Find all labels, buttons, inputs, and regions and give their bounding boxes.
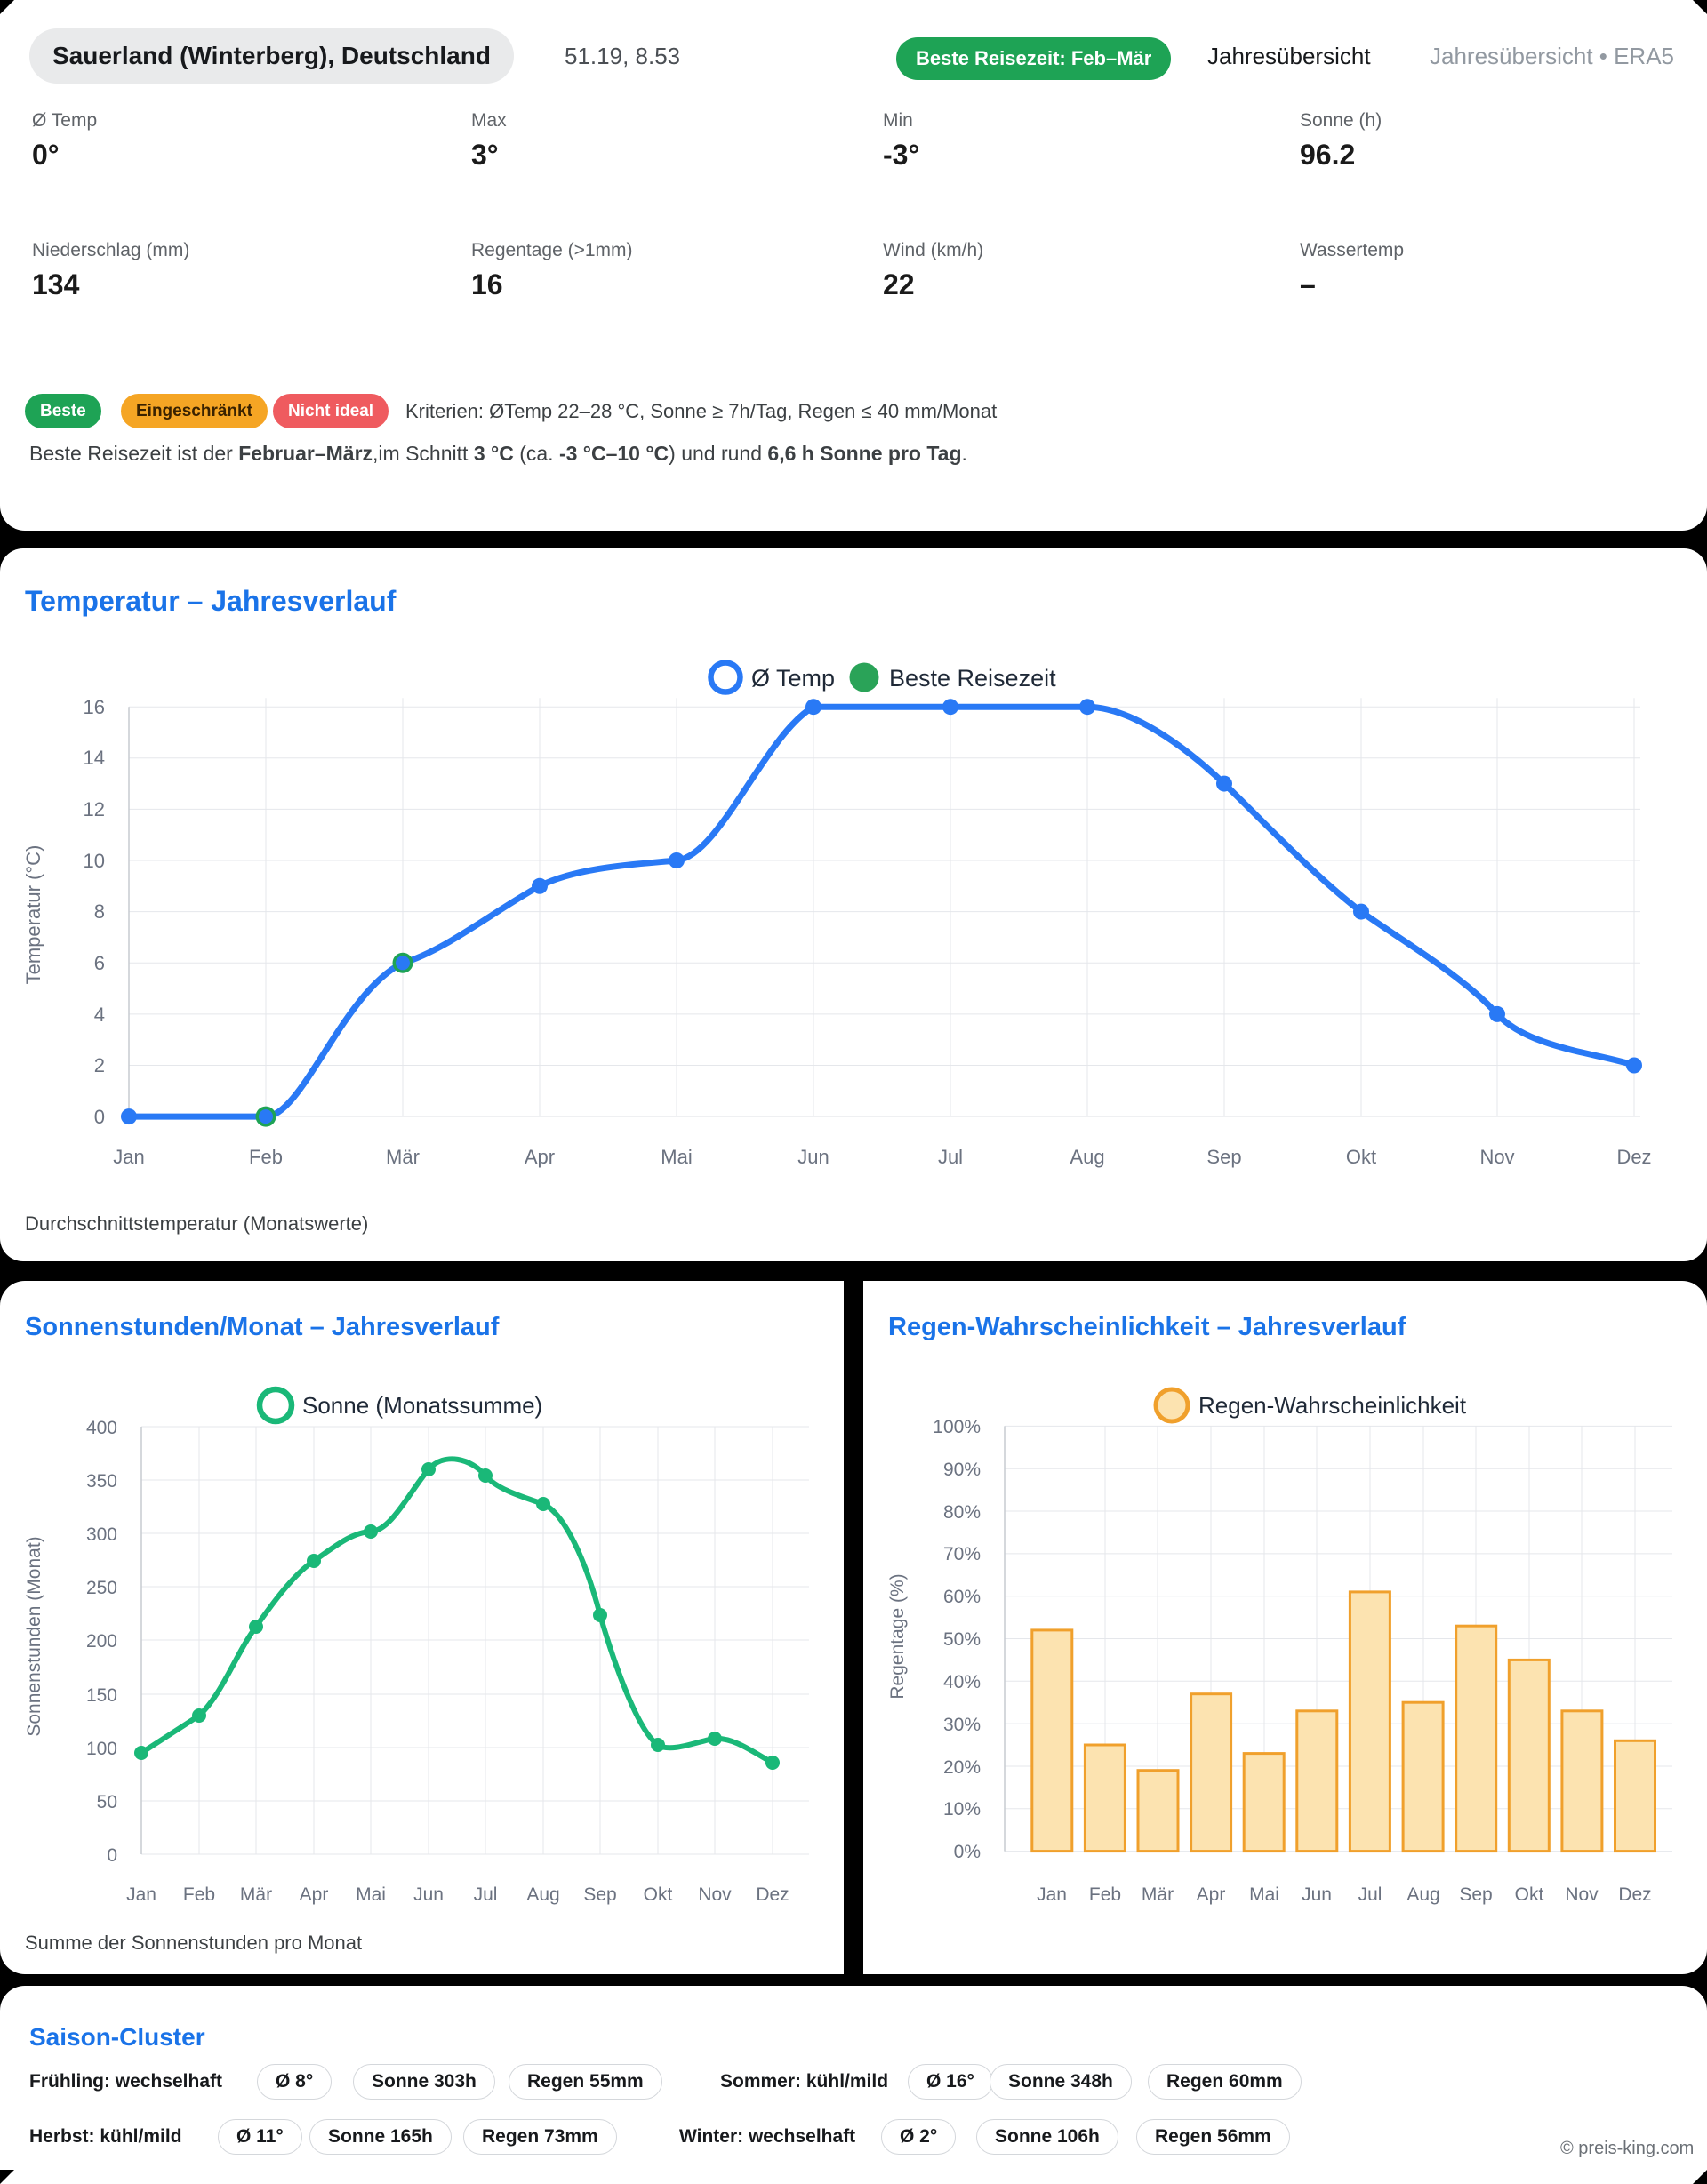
svg-text:Jan: Jan: [113, 1146, 144, 1168]
svg-text:150: 150: [86, 1685, 117, 1706]
svg-text:Nov: Nov: [698, 1884, 732, 1905]
svg-text:Regentage (%): Regentage (%): [887, 1573, 908, 1699]
svg-text:Mai: Mai: [661, 1146, 692, 1168]
svg-text:0: 0: [107, 1845, 117, 1866]
svg-text:Feb: Feb: [183, 1884, 215, 1905]
svg-text:Jan: Jan: [126, 1884, 156, 1905]
svg-text:0: 0: [94, 1106, 105, 1128]
svg-text:350: 350: [86, 1471, 117, 1492]
svg-text:40%: 40%: [943, 1672, 981, 1692]
svg-text:Okt: Okt: [1346, 1146, 1376, 1168]
svg-text:400: 400: [86, 1418, 117, 1438]
svg-text:Sonnenstunden (Monat): Sonnenstunden (Monat): [24, 1536, 44, 1736]
svg-text:Dez: Dez: [756, 1884, 789, 1905]
svg-text:4: 4: [94, 1004, 105, 1026]
svg-text:Mär: Mär: [240, 1884, 272, 1905]
svg-text:Beste Reisezeit: Beste Reisezeit: [889, 665, 1056, 692]
svg-text:100: 100: [86, 1739, 117, 1759]
svg-text:250: 250: [86, 1578, 117, 1598]
svg-text:Apr: Apr: [525, 1146, 555, 1168]
svg-text:Ø Temp: Ø Temp: [751, 665, 835, 692]
svg-text:0%: 0%: [954, 1842, 981, 1862]
svg-text:14: 14: [84, 747, 105, 769]
svg-text:2: 2: [94, 1054, 105, 1076]
svg-text:12: 12: [84, 798, 105, 820]
svg-text:80%: 80%: [943, 1502, 981, 1523]
svg-text:Sep: Sep: [1206, 1146, 1241, 1168]
svg-text:Jan: Jan: [1037, 1884, 1067, 1905]
svg-text:Jun: Jun: [413, 1884, 444, 1905]
svg-text:Okt: Okt: [1515, 1884, 1544, 1905]
svg-text:Aug: Aug: [1406, 1884, 1439, 1905]
svg-text:Aug: Aug: [1070, 1146, 1104, 1168]
svg-text:Jul: Jul: [474, 1884, 498, 1905]
svg-text:Temperatur (°C): Temperatur (°C): [22, 845, 44, 985]
svg-text:Jul: Jul: [1358, 1884, 1382, 1905]
svg-text:Feb: Feb: [249, 1146, 283, 1168]
svg-text:Jul: Jul: [938, 1146, 963, 1168]
svg-text:20%: 20%: [943, 1757, 981, 1778]
svg-text:Apr: Apr: [1197, 1884, 1226, 1905]
svg-text:10: 10: [84, 850, 105, 872]
svg-text:300: 300: [86, 1524, 117, 1545]
svg-text:Mai: Mai: [1249, 1884, 1279, 1905]
svg-text:Mär: Mär: [386, 1146, 420, 1168]
svg-text:Okt: Okt: [644, 1884, 673, 1905]
svg-text:Regen-Wahrscheinlichkeit: Regen-Wahrscheinlichkeit: [1198, 1392, 1467, 1419]
svg-text:30%: 30%: [943, 1715, 981, 1735]
svg-text:60%: 60%: [943, 1587, 981, 1607]
svg-text:Mär: Mär: [1142, 1884, 1174, 1905]
svg-text:Jun: Jun: [1302, 1884, 1332, 1905]
svg-text:Sep: Sep: [583, 1884, 616, 1905]
svg-text:Dez: Dez: [1616, 1146, 1651, 1168]
svg-text:10%: 10%: [943, 1799, 981, 1820]
svg-text:6: 6: [94, 952, 105, 974]
svg-text:200: 200: [86, 1631, 117, 1652]
svg-text:16: 16: [84, 696, 105, 718]
svg-text:8: 8: [94, 900, 105, 923]
svg-text:Sonne (Monatssumme): Sonne (Monatssumme): [302, 1392, 542, 1419]
svg-text:Aug: Aug: [526, 1884, 559, 1905]
svg-text:50: 50: [97, 1792, 117, 1812]
svg-text:70%: 70%: [943, 1544, 981, 1564]
svg-text:90%: 90%: [943, 1460, 981, 1480]
svg-text:Nov: Nov: [1479, 1146, 1514, 1168]
svg-text:Feb: Feb: [1089, 1884, 1121, 1905]
svg-text:Apr: Apr: [300, 1884, 329, 1905]
svg-text:Mai: Mai: [356, 1884, 386, 1905]
svg-text:Sep: Sep: [1459, 1884, 1492, 1905]
svg-text:Nov: Nov: [1565, 1884, 1599, 1905]
svg-text:Dez: Dez: [1618, 1884, 1651, 1905]
svg-text:Jun: Jun: [797, 1146, 829, 1168]
svg-text:100%: 100%: [933, 1417, 981, 1437]
svg-text:50%: 50%: [943, 1629, 981, 1650]
